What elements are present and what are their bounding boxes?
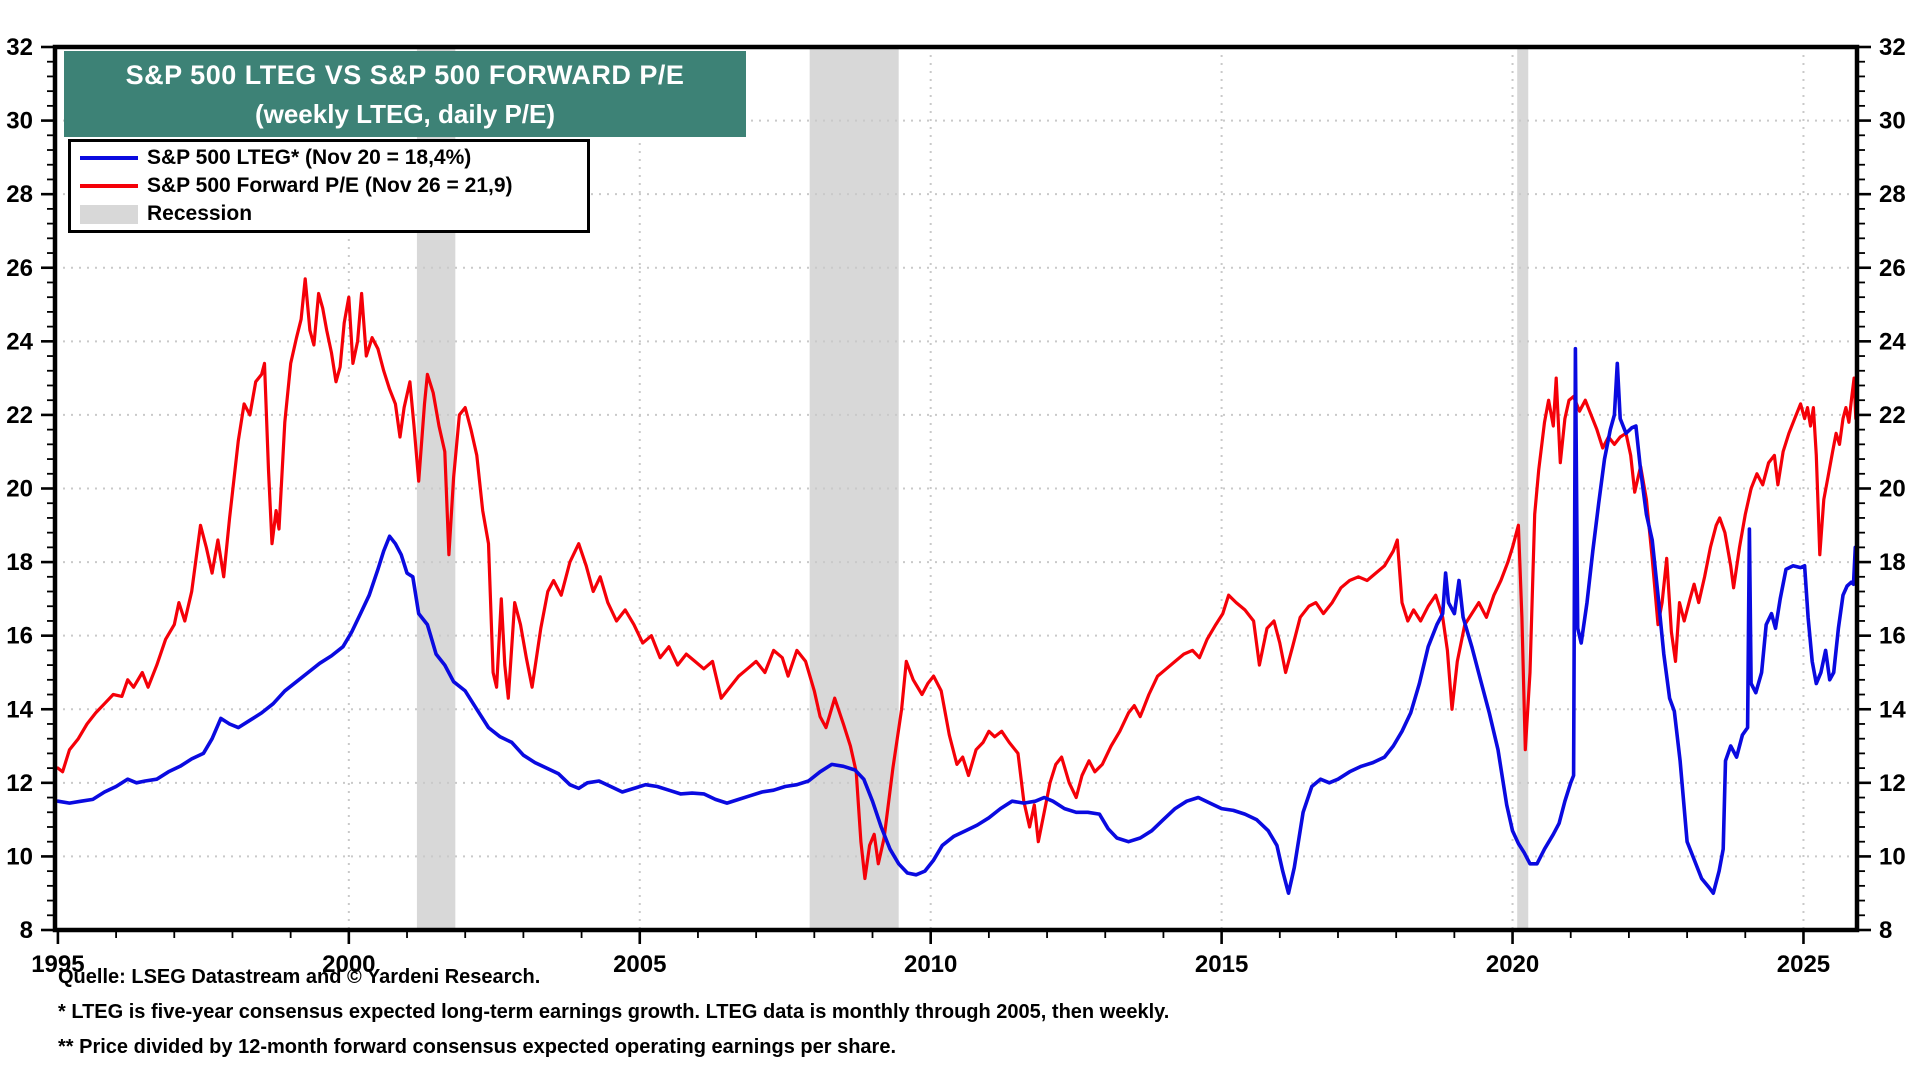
x-axis-label: 2005	[613, 951, 666, 978]
y-axis-label-left: 12	[6, 770, 33, 797]
footnote-lteg: * LTEG is five-year consensus expected l…	[58, 1001, 1170, 1023]
legend-label-recession: Recession	[147, 202, 253, 225]
y-axis-label-right: 32	[1879, 34, 1906, 61]
x-axis-label: 2010	[904, 951, 957, 978]
y-axis-label-right: 30	[1879, 108, 1906, 135]
chart-footnotes: Quelle: LSEG Datastream and © Yardeni Re…	[58, 966, 1858, 1071]
legend-label-lteg: S&P 500 LTEG* (Nov 20 = 18,4%)	[147, 146, 472, 169]
y-axis-label-right: 20	[1879, 476, 1906, 503]
y-axis-label-right: 16	[1879, 623, 1906, 650]
y-axis-label-right: 22	[1879, 402, 1906, 429]
y-axis-label-right: 24	[1879, 328, 1906, 355]
chart-title-line1: S&P 500 LTEG VS S&P 500 FORWARD P/E	[125, 60, 685, 90]
y-axis-label-right: 18	[1879, 549, 1906, 576]
y-axis-label-right: 26	[1879, 255, 1906, 282]
x-axis-label: 2020	[1486, 951, 1539, 978]
y-axis-label-right: 8	[1879, 917, 1892, 944]
legend-item-lteg: S&P 500 LTEG* (Nov 20 = 18,4%)	[71, 144, 587, 172]
y-axis-label-right: 14	[1879, 696, 1906, 723]
chart-legend: S&P 500 LTEG* (Nov 20 = 18,4%) S&P 500 F…	[68, 139, 590, 233]
recession-band	[1517, 47, 1529, 930]
y-axis-label-left: 28	[6, 181, 33, 208]
y-axis-label-left: 20	[6, 476, 33, 503]
legend-label-forward-pe: S&P 500 Forward P/E (Nov 26 = 21,9)	[147, 174, 513, 197]
gridlines	[55, 47, 1857, 930]
y-axis-label-left: 8	[20, 917, 33, 944]
source-note: Quelle: LSEG Datastream and © Yardeni Re…	[58, 966, 541, 988]
y-axis-label-left: 30	[6, 108, 33, 135]
y-axis-label-right: 10	[1879, 843, 1906, 870]
x-axis-label: 2025	[1777, 951, 1830, 978]
y-axis-label-left: 14	[6, 696, 33, 723]
y-axis-label-left: 22	[6, 402, 33, 429]
lteg-line-swatch	[71, 156, 147, 160]
axis-ticks	[41, 45, 1871, 944]
y-axis-label-left: 16	[6, 623, 33, 650]
forward-pe-line	[56, 277, 1858, 881]
legend-item-recession: Recession	[71, 200, 587, 228]
chart-title-box: S&P 500 LTEG VS S&P 500 FORWARD P/E (wee…	[64, 51, 746, 137]
y-axis-label-left: 26	[6, 255, 33, 282]
forward-pe-line-swatch	[71, 184, 147, 188]
y-axis-label-left: 24	[6, 328, 33, 355]
y-axis-label-left: 18	[6, 549, 33, 576]
x-axis-label: 1995	[31, 951, 84, 978]
chart-title-line2: (weekly LTEG, daily P/E)	[254, 99, 556, 129]
legend-item-forward-pe: S&P 500 Forward P/E (Nov 26 = 21,9)	[71, 172, 587, 200]
footnote-pe: ** Price divided by 12-month forward con…	[58, 1036, 897, 1058]
y-axis-label-left: 10	[6, 843, 33, 870]
y-axis-label-right: 28	[1879, 181, 1906, 208]
x-axis-label: 2000	[322, 951, 375, 978]
y-axis-label-left: 32	[6, 34, 33, 61]
y-axis-label-right: 12	[1879, 770, 1906, 797]
lteg-line	[56, 346, 1858, 896]
x-axis-label: 2015	[1195, 951, 1248, 978]
recession-band-swatch	[71, 204, 147, 224]
